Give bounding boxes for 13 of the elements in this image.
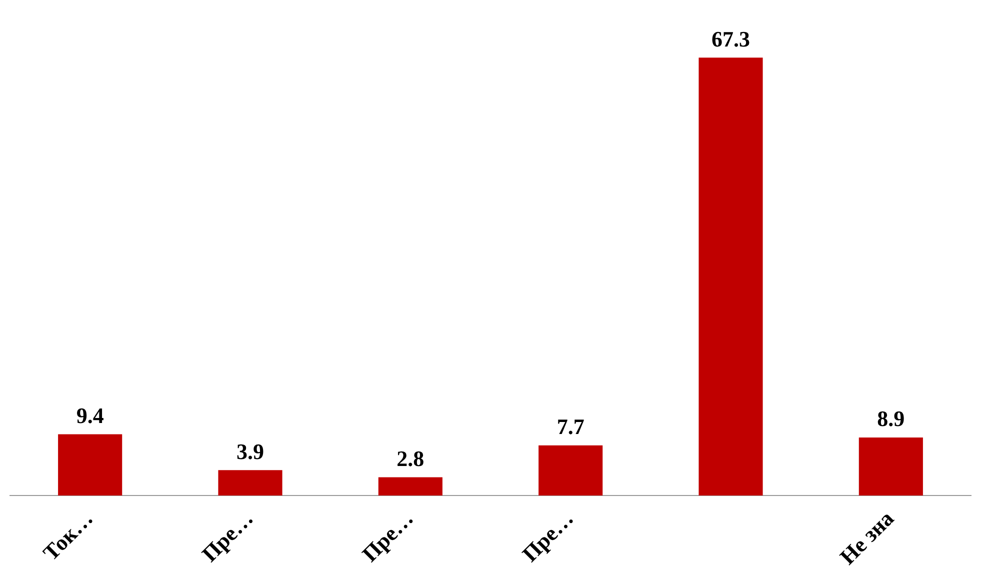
data-label: 9.4	[76, 402, 104, 428]
bar	[378, 477, 442, 496]
bar	[858, 438, 923, 496]
data-label: 7.7	[556, 414, 584, 440]
data-label: 8.9	[877, 406, 905, 432]
bar	[58, 434, 122, 496]
bar	[698, 58, 763, 496]
data-label: 3.9	[236, 438, 264, 464]
data-label: 2.8	[396, 446, 424, 471]
x-tick-label: Не зна	[834, 506, 898, 570]
data-label: 67.3	[712, 26, 750, 52]
bar	[538, 445, 603, 496]
bar	[218, 470, 282, 496]
